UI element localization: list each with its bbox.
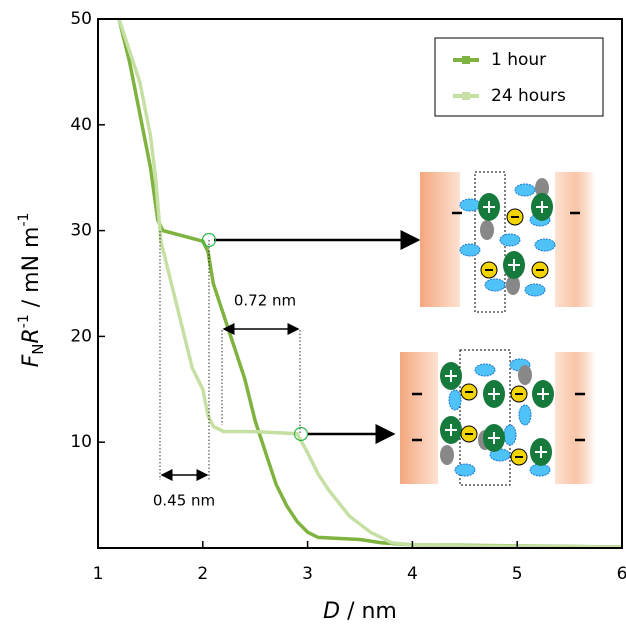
highlight-circle xyxy=(201,232,217,248)
label-part: -1 xyxy=(16,314,32,328)
y-tick-label: 10 xyxy=(70,432,92,452)
legend-marker xyxy=(462,56,470,64)
x-tick-label: 2 xyxy=(197,564,208,584)
data-line xyxy=(117,18,623,549)
plot-area: 1 2 3 4 5 6 10 20 30 40 50 1 hour 24 hours xyxy=(70,9,626,584)
x-tick-label: 5 xyxy=(512,564,523,584)
label-part: -1 xyxy=(16,213,32,227)
annotation: 0.72 nm xyxy=(234,292,296,310)
label-part: N xyxy=(29,344,47,355)
data-line xyxy=(117,18,623,549)
dimension-arrows xyxy=(160,230,421,481)
legend-label: 1 hour xyxy=(491,50,546,70)
x-tick-label: 6 xyxy=(617,564,626,584)
schematic-inset xyxy=(400,349,595,486)
schematic-inset xyxy=(420,171,595,313)
y-tick-label: 40 xyxy=(70,115,92,135)
guides xyxy=(159,231,301,480)
annotation: 0.45 nm xyxy=(153,492,215,510)
highlight-circle xyxy=(293,426,309,442)
legend-box xyxy=(434,37,604,117)
label-part: / mN m xyxy=(19,227,44,315)
y-axis-label: FNR-1 / mN m-1 xyxy=(16,213,47,368)
label-part: / nm xyxy=(340,599,397,624)
y-tick-label: 20 xyxy=(70,326,92,346)
x-tick-label: 4 xyxy=(407,564,418,584)
label-part: F xyxy=(19,354,44,367)
x-axis-label: D / nm xyxy=(323,599,397,624)
legend-label: 24 hours xyxy=(491,86,566,106)
legend-marker xyxy=(462,92,470,100)
y-tick-label: 50 xyxy=(70,9,92,29)
x-tick-label: 1 xyxy=(93,564,104,584)
x-tick-label: 3 xyxy=(302,564,313,584)
y-tick-label: 30 xyxy=(70,221,92,241)
label-part: D xyxy=(323,599,340,624)
label-part: R xyxy=(19,328,44,343)
axes-frame xyxy=(97,18,623,549)
